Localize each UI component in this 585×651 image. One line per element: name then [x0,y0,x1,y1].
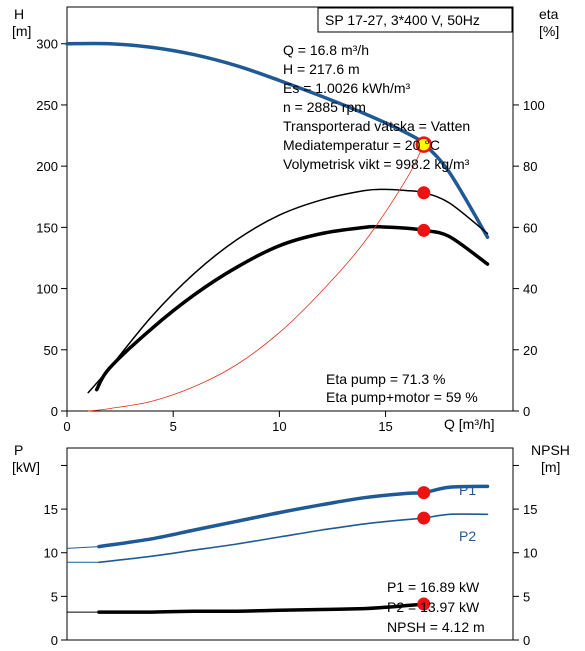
eta-tick-label: 80 [523,159,537,174]
model-label: SP 17-27, 3*400 V, 50Hz [325,12,480,28]
info-eta-pump: Eta pump = 71.3 % [326,371,445,387]
npsh-axis-unit: [m] [541,459,560,475]
series-p1-lead [66,546,99,549]
info-q: Q = 16.8 m³/h [283,42,369,58]
npsh-tick-label: 15 [523,502,537,517]
head-tick-label: 100 [36,282,58,297]
info-p1: P1 = 16.89 kW [387,579,480,595]
info-npsh: NPSH = 4.12 m [387,619,485,635]
power-tick-label: 15 [44,502,58,517]
head-tick-label: 0 [51,404,58,419]
bottom-markers-group [417,486,431,611]
info-temp: Mediatemperatur = 20 °C [283,137,440,153]
operating-point-marker [417,486,431,500]
bottom-axis-ticks: 0 5 10 15 0 5 10 15 [44,464,537,648]
eta-axis-label: eta [539,6,559,22]
power-tick-label: 0 [51,633,58,648]
p2-series-label: P2 [459,528,476,544]
power-info: P1 = 16.89 kW P2 = 13.97 kW NPSH = 4.12 … [387,579,485,635]
flow-tick-label: 5 [170,419,177,434]
model-box [317,7,513,33]
operating-point-marker [417,223,431,237]
npsh-tick-label: 5 [523,589,530,604]
eta-tick-label: 20 [523,343,537,358]
head-axis-unit: [m] [12,23,31,39]
top-plot-frame [66,6,514,412]
npsh-tick-label: 0 [523,633,530,648]
flow-tick-label: 10 [272,419,286,434]
top-markers-group [415,136,433,237]
info-liquid: Transporterad vätska = Vatten [283,118,470,134]
operating-point-marker [417,186,431,200]
eta-tick-label: 40 [523,282,537,297]
flow-tick-label: 15 [378,419,392,434]
power-tick-label: 10 [44,546,58,561]
power-axis-label: P [14,442,23,458]
npsh-tick-label: 10 [523,546,537,561]
series-npsh-line [97,602,426,614]
p1-series-label: P1 [459,482,476,498]
info-h: H = 217.6 m [283,61,360,77]
power-axis-unit: [kW] [12,459,40,475]
duty-point-marker [415,136,433,153]
head-tick-label: 150 [36,220,58,235]
flow-axis-label: Q [m³/h] [444,416,495,432]
head-tick-label: 200 [36,159,58,174]
eta-tick-label: 0 [523,404,530,419]
series-p1-line [97,484,490,549]
operating-point-info: Q = 16.8 m³/h H = 217.6 m Es = 1.0026 kW… [283,42,478,405]
info-es: Es = 1.0026 kWh/m³ [283,80,411,96]
info-eta-total: Eta pump+motor = 59 % [326,389,478,405]
npsh-axis-label: NPSH [531,442,570,458]
flow-tick-label: 0 [63,419,70,434]
series-system-line [87,143,425,412]
head-tick-label: 50 [44,343,58,358]
info-n: n = 2885 rpm [283,99,366,115]
top-axis-ticks: 0 50 100 150 200 250 300 0 20 40 60 80 100 0 5 10 15 [36,37,544,434]
eta-tick-label: 100 [523,98,545,113]
series-p2-line [98,513,489,564]
head-tick-label: 250 [36,98,58,113]
eta-axis-unit: [%] [539,23,559,39]
head-tick-label: 300 [36,37,58,52]
head-axis-label: H [14,6,24,22]
operating-point-marker [417,511,431,525]
bottom-plot-frame [66,447,514,641]
eta-tick-label: 60 [523,220,537,235]
info-density: Volymetrisk vikt = 998.2 kg/m³ [283,156,470,172]
info-p2: P2 = 13.97 kW [387,599,480,615]
operating-point-marker [417,597,431,611]
bottom-series-group [66,484,490,614]
power-tick-label: 5 [51,589,58,604]
